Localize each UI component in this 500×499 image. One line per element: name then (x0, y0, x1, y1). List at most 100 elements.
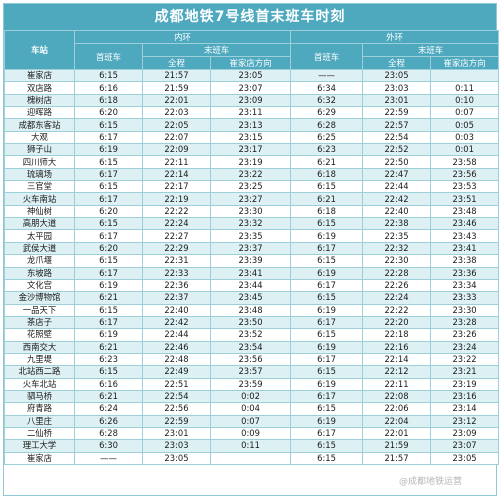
inner-first-cell: 6:19 (74, 328, 143, 342)
outer-first-cell: 6:32 (290, 93, 364, 108)
inner-first-cell: 6:15 (74, 217, 143, 231)
outer-first-cell: 6:15 (290, 328, 364, 342)
inner-last-toward-cell: 23:44 (209, 278, 292, 293)
outer-last-full-cell: 22:50 (362, 155, 432, 169)
table-row: 文化宫 6:19 22:36 23:44 6:17 22:26 23:34 (4, 278, 500, 293)
table-body: 崔家店 6:15 21:57 23:05 —— 23:05 双店路 6:16 21:59 23:0… (4, 68, 500, 466)
station-cell: 太平园 (4, 229, 75, 243)
station-cell: 琉璃场 (4, 167, 75, 182)
header-outer-loop: 外环 (290, 30, 500, 44)
outer-first-cell: 6:17 (290, 278, 364, 293)
inner-last-full-cell: 22:14 (142, 167, 211, 182)
station-cell: 四川师大 (4, 155, 75, 169)
inner-last-toward-cell: 23:48 (209, 303, 292, 317)
station-cell: 西南交大 (4, 340, 75, 354)
inner-last-toward-cell: 23:50 (209, 315, 292, 330)
inner-last-full-cell: 22:01 (142, 93, 211, 108)
inner-last-full-cell: 22:54 (142, 389, 211, 404)
outer-last-full-cell: 22:35 (362, 229, 432, 243)
outer-first-cell: 6:19 (290, 303, 364, 317)
timetable: 车站 内环 外环 首班车 末班车 首班车 末班车 全程 崔家店方向 全程 崔家店… (4, 30, 500, 466)
station-cell: 神仙树 (4, 204, 75, 219)
table-row: 三官堂 6:15 22:17 23:25 6:15 22:44 23:53 (4, 180, 500, 194)
inner-last-full-cell: 22:03 (142, 106, 211, 120)
outer-last-full-cell: 22:59 (362, 106, 432, 120)
station-cell: 成都东客站 (4, 118, 75, 132)
inner-last-full-cell: 22:40 (142, 303, 211, 317)
outer-last-toward-cell: 23:41 (430, 241, 500, 256)
outer-first-cell: 6:28 (290, 118, 364, 132)
inner-first-cell: 6:17 (74, 192, 143, 206)
inner-first-cell: 6:16 (74, 377, 143, 391)
outer-last-full-cell: 22:54 (362, 130, 432, 145)
table-row: 琉璃场 6:17 22:14 23:22 6:18 22:47 23:56 (4, 167, 500, 182)
station-cell: 八里庄 (4, 414, 75, 428)
table-row: 九里堤 6:23 22:48 23:56 6:17 22:14 23:22 (4, 352, 500, 367)
table-row: 茶店子 6:17 22:42 23:50 6:17 22:20 23:28 (4, 315, 500, 330)
outer-last-full-cell: 22:11 (362, 377, 432, 391)
outer-last-toward-cell: 23:36 (430, 266, 500, 280)
outer-last-full-cell: 22:06 (362, 402, 432, 416)
outer-last-toward-cell: 23:16 (430, 389, 500, 404)
header-inner-loop: 内环 (73, 30, 292, 44)
inner-last-full-cell: 22:05 (142, 118, 211, 132)
inner-last-full-cell: 21:57 (142, 68, 211, 83)
station-cell: 龙爪堰 (4, 254, 75, 268)
inner-last-toward-cell: 0:09 (209, 426, 292, 441)
outer-last-toward-cell: 0:01 (430, 143, 500, 157)
outer-last-toward-cell: 23:19 (430, 377, 500, 391)
inner-last-toward-cell: 23:54 (209, 340, 292, 354)
inner-last-full-cell: 22:24 (142, 217, 211, 231)
inner-last-full-cell: 22:07 (142, 130, 211, 145)
outer-last-full-cell: 23:03 (362, 81, 432, 95)
table-row: 狮子山 6:19 22:09 23:17 6:23 22:52 0:01 (4, 143, 500, 157)
outer-last-toward-cell: 0:05 (430, 118, 500, 132)
inner-last-toward-cell: 23:30 (209, 204, 292, 219)
table-row: 崔家店 —— 23:05 6:15 21:57 23:05 (4, 451, 500, 466)
inner-last-toward-cell: 23:37 (209, 241, 292, 256)
header-outer-first: 首班车 (290, 43, 364, 70)
outer-last-full-cell: 23:01 (362, 93, 432, 108)
outer-first-cell: 6:19 (290, 414, 364, 428)
station-cell: 花照壁 (4, 328, 75, 342)
inner-last-full-cell: 22:19 (142, 192, 211, 206)
table-row: 高朋大道 6:15 22:24 23:32 6:15 22:38 23:46 (4, 217, 500, 231)
outer-last-full-cell: 22:30 (362, 254, 432, 268)
inner-last-toward-cell: 23:13 (209, 118, 292, 132)
inner-first-cell: 6:15 (74, 155, 143, 169)
outer-first-cell: 6:15 (290, 217, 364, 231)
inner-first-cell: 6:15 (74, 365, 143, 379)
inner-first-cell: 6:26 (74, 414, 143, 428)
inner-first-cell: 6:18 (74, 93, 143, 108)
page-title: 成都地铁7号线首末班车时刻 (4, 4, 496, 30)
table-row: 花照壁 6:19 22:44 23:52 6:15 22:18 23:26 (4, 328, 500, 342)
outer-last-full-cell: 21:57 (362, 451, 432, 466)
outer-last-full-cell: 22:38 (362, 217, 432, 231)
inner-first-cell: 6:17 (74, 266, 143, 280)
table-row: 八里庄 6:26 22:59 0:07 6:19 22:04 23:12 (4, 414, 500, 428)
inner-last-toward-cell: 0:11 (209, 439, 292, 453)
inner-last-toward-cell: 23:17 (209, 143, 292, 157)
inner-last-full-cell: 22:09 (142, 143, 211, 157)
inner-last-full-cell: 22:42 (142, 315, 211, 330)
outer-last-toward-cell (430, 68, 500, 83)
header-inner-last: 末班车 (141, 43, 292, 57)
outer-last-full-cell: 22:04 (362, 414, 432, 428)
inner-last-toward-cell: 23:32 (209, 217, 292, 231)
inner-last-toward-cell: 23:27 (209, 192, 292, 206)
outer-last-toward-cell: 23:21 (430, 365, 500, 379)
outer-last-full-cell: 23:05 (362, 68, 432, 83)
outer-first-cell: —— (290, 68, 364, 83)
table-row: 太平园 6:17 22:27 23:35 6:19 22:35 23:43 (4, 229, 500, 243)
inner-last-full-cell: 22:22 (142, 204, 211, 219)
outer-first-cell: 6:15 (290, 365, 364, 379)
outer-first-cell: 6:29 (290, 106, 364, 120)
station-cell: 崔家店 (4, 68, 75, 83)
inner-first-cell: 6:15 (74, 180, 143, 194)
outer-first-cell: 6:17 (290, 352, 364, 367)
header-inner-toward: 崔家店方向 (209, 56, 292, 70)
station-cell: 东坡路 (4, 266, 75, 280)
station-cell: 双店路 (4, 81, 75, 95)
outer-first-cell: 6:15 (290, 291, 364, 305)
inner-last-full-cell: 22:31 (142, 254, 211, 268)
